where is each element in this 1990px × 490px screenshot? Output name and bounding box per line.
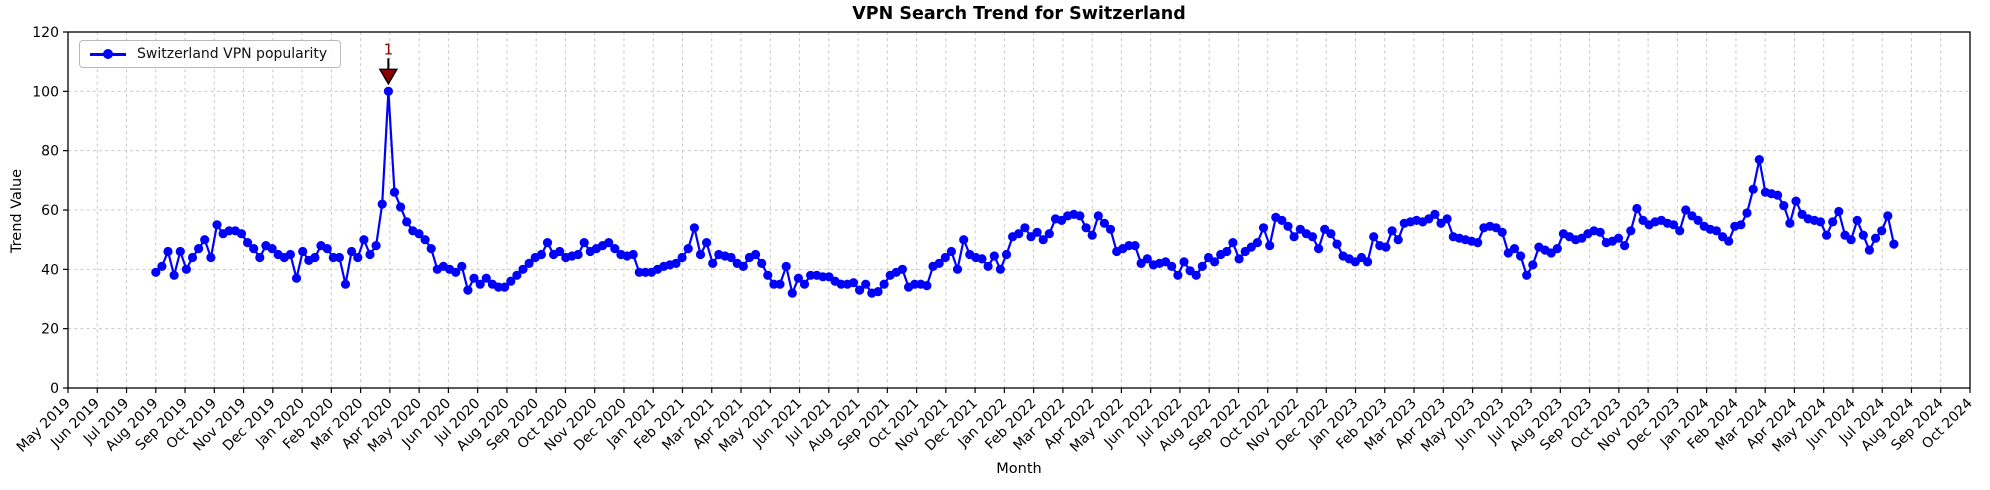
- legend-label: Switzerland VPN popularity: [137, 46, 328, 62]
- legend-line-marker-icon: [90, 48, 126, 60]
- y-tick-label: 60: [41, 203, 59, 219]
- y-axis: 0 20 40 60 80 100 120: [32, 25, 68, 397]
- y-tick-label: 20: [41, 322, 59, 338]
- trend-line: [154, 90, 1896, 295]
- y-tick-label: 100: [32, 84, 59, 100]
- peak-annotation: 1: [378, 40, 399, 86]
- x-axis-label: Month: [996, 461, 1042, 477]
- y-tick-label: 0: [50, 381, 59, 397]
- y-tick-label: 40: [41, 262, 59, 278]
- annotation-label: 1: [384, 40, 394, 58]
- legend-box: Switzerland VPN popularity: [79, 40, 342, 68]
- y-tick-label: 120: [32, 25, 59, 41]
- chart-title: VPN Search Trend for Switzerland: [852, 4, 1186, 24]
- data-points: [151, 86, 1899, 298]
- y-axis-label: Trend Value: [9, 168, 25, 254]
- y-tick-label: 80: [41, 144, 59, 160]
